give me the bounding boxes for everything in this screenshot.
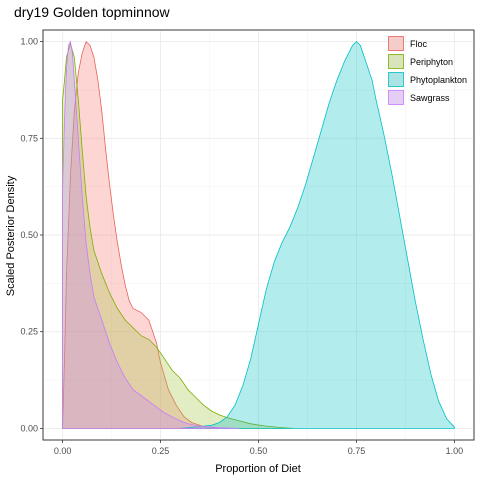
- y-axis-title: Scaled Posterior Density: [5, 175, 17, 296]
- x-tick-label: 0.50: [250, 446, 268, 456]
- y-tick-label: 0.00: [20, 423, 38, 433]
- legend-key-background: [388, 36, 404, 51]
- sawgrass-density-area: [62, 40, 239, 429]
- y-tick-label: 0.75: [20, 133, 38, 143]
- floc-density-area: [62, 40, 220, 429]
- y-axis-ticks: 0.00 0.25 0.50 0.75 1.00: [20, 37, 43, 433]
- x-axis-ticks: 0.00 0.25 0.50 0.75 1.00: [54, 440, 463, 456]
- x-axis-title: Proportion of Diet: [215, 463, 301, 475]
- y-tick-label: 0.50: [20, 230, 38, 240]
- legend-label-sawgrass: Sawgrass: [410, 93, 450, 103]
- legend-label-periphyton: Periphyton: [410, 57, 453, 67]
- legend-label-phytoplankton: Phytoplankton: [410, 75, 467, 85]
- legend-key-background: [388, 72, 404, 87]
- x-tick-label: 0.00: [54, 446, 72, 456]
- periphyton-density-area: [62, 42, 294, 429]
- density-areas: [42, 29, 475, 441]
- legend-swatch-periphyton: [388, 54, 404, 69]
- legend-swatch-floc: [388, 36, 404, 51]
- chart-title: dry19 Golden topminnow: [14, 4, 171, 20]
- x-tick-label: 0.75: [348, 446, 366, 456]
- x-tick-label: 0.25: [152, 446, 170, 456]
- y-tick-label: 1.00: [20, 37, 38, 47]
- x-tick-label: 1.00: [446, 446, 464, 456]
- legend-key-background: [388, 90, 404, 105]
- legend-swatch-phytoplankton: [388, 72, 404, 87]
- legend-swatch-sawgrass: [388, 90, 404, 105]
- legend-label-floc: Floc: [410, 39, 428, 49]
- phytoplankton-density-area: [180, 41, 455, 429]
- y-tick-label: 0.25: [20, 327, 38, 337]
- legend: Floc Periphyton Phytoplankton Sawgrass: [388, 36, 467, 105]
- legend-key-background: [388, 54, 404, 69]
